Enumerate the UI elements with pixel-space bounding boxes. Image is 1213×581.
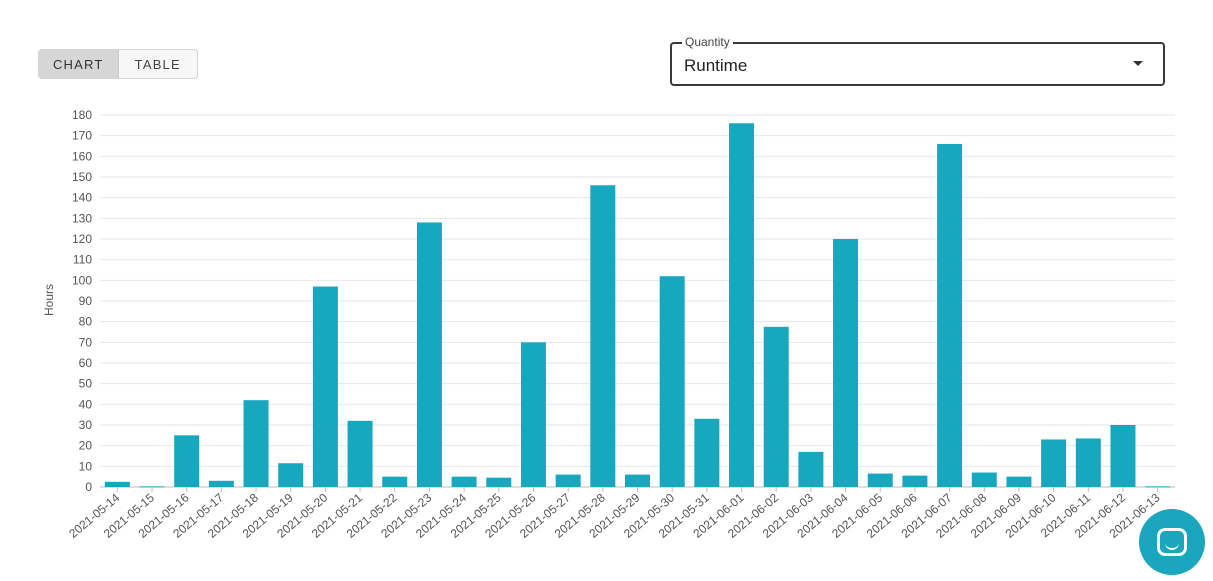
chat-bubble-icon — [1157, 528, 1187, 556]
bar[interactable] — [1041, 439, 1067, 487]
bar[interactable] — [590, 185, 616, 487]
y-tick-label: 60 — [79, 356, 93, 370]
bar[interactable] — [694, 418, 720, 487]
bar[interactable] — [139, 486, 165, 488]
bar[interactable] — [659, 276, 685, 487]
y-tick-label: 40 — [79, 397, 93, 411]
bar[interactable] — [1075, 438, 1101, 487]
y-tick-label: 10 — [79, 459, 93, 473]
bar[interactable] — [937, 143, 963, 487]
y-tick-label: 30 — [79, 418, 93, 432]
bar[interactable] — [382, 476, 408, 487]
bar[interactable] — [729, 123, 755, 488]
bar[interactable] — [1006, 476, 1032, 487]
bar[interactable] — [208, 480, 234, 487]
view-toggle: CHART TABLE — [38, 49, 198, 79]
chart-view-button[interactable]: CHART — [39, 50, 119, 78]
chevron-down-icon — [1133, 61, 1143, 66]
bar[interactable] — [1110, 425, 1136, 487]
bar[interactable] — [278, 463, 304, 487]
bar[interactable] — [520, 342, 546, 487]
quantity-select-label: Quantity — [682, 35, 733, 49]
quantity-select[interactable]: Quantity Runtime — [670, 35, 1165, 86]
bar[interactable] — [104, 481, 130, 487]
bar[interactable] — [971, 472, 997, 487]
bar[interactable] — [486, 477, 512, 487]
chart-bars — [104, 123, 1171, 488]
y-tick-label: 90 — [79, 294, 93, 308]
bar[interactable] — [798, 451, 824, 487]
y-tick-label: 100 — [72, 273, 92, 287]
y-tick-label: 130 — [72, 211, 92, 225]
x-axis-ticks: 2021-05-142021-05-152021-05-162021-05-17… — [66, 487, 1163, 541]
table-view-button[interactable]: TABLE — [134, 56, 181, 72]
y-tick-label: 120 — [72, 232, 92, 246]
y-tick-label: 170 — [72, 129, 92, 143]
bar[interactable] — [867, 473, 893, 487]
bar[interactable] — [833, 239, 859, 487]
y-tick-label: 160 — [72, 149, 92, 163]
y-tick-label: 50 — [79, 377, 93, 391]
bar[interactable] — [174, 435, 200, 487]
chat-launcher-button[interactable] — [1139, 509, 1205, 575]
quantity-select-value: Runtime — [684, 56, 748, 75]
bar[interactable] — [1145, 486, 1171, 488]
bar[interactable] — [312, 286, 338, 487]
y-tick-label: 110 — [73, 253, 92, 267]
y-tick-label: 20 — [79, 439, 93, 453]
bar[interactable] — [243, 400, 269, 487]
bar[interactable] — [763, 326, 789, 487]
bar[interactable] — [555, 474, 581, 487]
y-tick-label: 140 — [72, 191, 92, 205]
bar[interactable] — [625, 474, 650, 487]
y-tick-label: 80 — [79, 315, 93, 329]
bar[interactable] — [416, 222, 442, 487]
y-axis-ticks: 0 10 20 30 40 50 60 70 80 90 100 110 120 130 140 150 160… — [72, 108, 92, 494]
y-tick-label: 180 — [72, 108, 92, 122]
bar[interactable] — [451, 476, 477, 487]
y-tick-label: 150 — [72, 170, 92, 184]
y-tick-label: 0 — [85, 480, 92, 494]
y-axis-label: Hours — [42, 284, 56, 316]
y-tick-label: 70 — [79, 335, 93, 349]
bar[interactable] — [902, 475, 928, 487]
bar[interactable] — [347, 420, 373, 487]
